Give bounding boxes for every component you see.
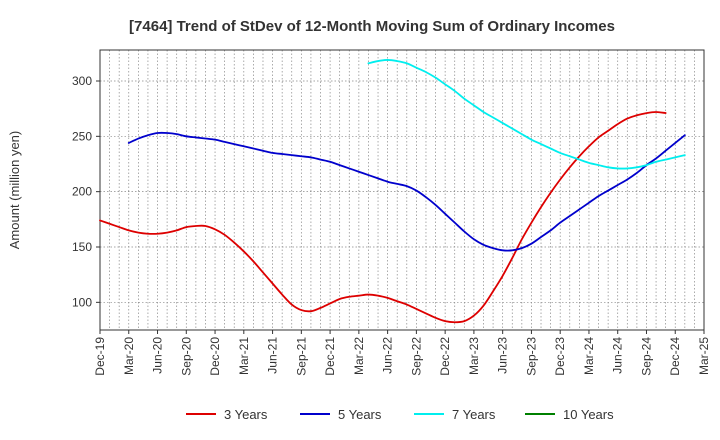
- x-tick-label: Sep-23: [524, 337, 538, 376]
- x-tick-label: Sep-22: [409, 337, 423, 376]
- x-tick-label: Jun-24: [611, 337, 625, 374]
- series-layer: [99, 59, 686, 324]
- y-tick-label: 200: [72, 185, 92, 199]
- y-axis-ticks: 100 150 200 250 300: [72, 74, 100, 309]
- x-tick-label: Mar-23: [467, 337, 481, 375]
- x-tick-label: Dec-22: [438, 337, 452, 376]
- series-line-3-years: [99, 111, 667, 324]
- x-tick-label: Mar-22: [352, 337, 366, 375]
- x-tick-label: Dec-24: [668, 337, 682, 376]
- x-tick-label: Mar-25: [697, 337, 711, 375]
- y-tick-label: 150: [72, 240, 92, 254]
- series-line-7-years: [367, 59, 686, 170]
- legend-label-3-years: 3 Years: [224, 407, 268, 422]
- x-tick-label: Jun-22: [381, 337, 395, 374]
- x-tick-label: Mar-20: [122, 337, 136, 375]
- x-tick-label: Jun-20: [151, 337, 165, 374]
- x-tick-label: Dec-20: [208, 337, 222, 376]
- y-axis-label: Amount (million yen): [7, 131, 22, 250]
- series-line-5-years: [127, 131, 686, 252]
- grid-layer: [100, 50, 704, 330]
- x-tick-label: Jun-23: [496, 337, 510, 374]
- legend: 3 Years 5 Years 7 Years 10 Years: [186, 407, 614, 422]
- x-tick-label: Dec-23: [553, 337, 567, 376]
- x-tick-label: Sep-21: [294, 337, 308, 376]
- legend-label-5-years: 5 Years: [338, 407, 382, 422]
- x-tick-label: Dec-21: [323, 337, 337, 376]
- x-tick-label: Dec-19: [93, 337, 107, 376]
- x-tick-label: Mar-24: [582, 337, 596, 375]
- y-tick-label: 300: [72, 74, 92, 88]
- legend-label-7-years: 7 Years: [452, 407, 496, 422]
- y-tick-label: 250: [72, 129, 92, 143]
- x-tick-label: Sep-20: [179, 337, 193, 376]
- x-axis-ticks: Dec-19 Mar-20 Jun-20 Sep-20 Dec-20 Mar-21 Jun-…: [93, 330, 711, 376]
- chart-title: [7464] Trend of StDev of 12-Month Moving…: [129, 18, 615, 35]
- x-tick-label: Sep-24: [639, 337, 653, 376]
- y-tick-label: 100: [72, 295, 92, 309]
- x-tick-label: Jun-21: [266, 337, 280, 374]
- x-tick-label: Mar-21: [237, 337, 251, 375]
- legend-label-10-years: 10 Years: [563, 407, 614, 422]
- plot-frame: [99, 49, 705, 331]
